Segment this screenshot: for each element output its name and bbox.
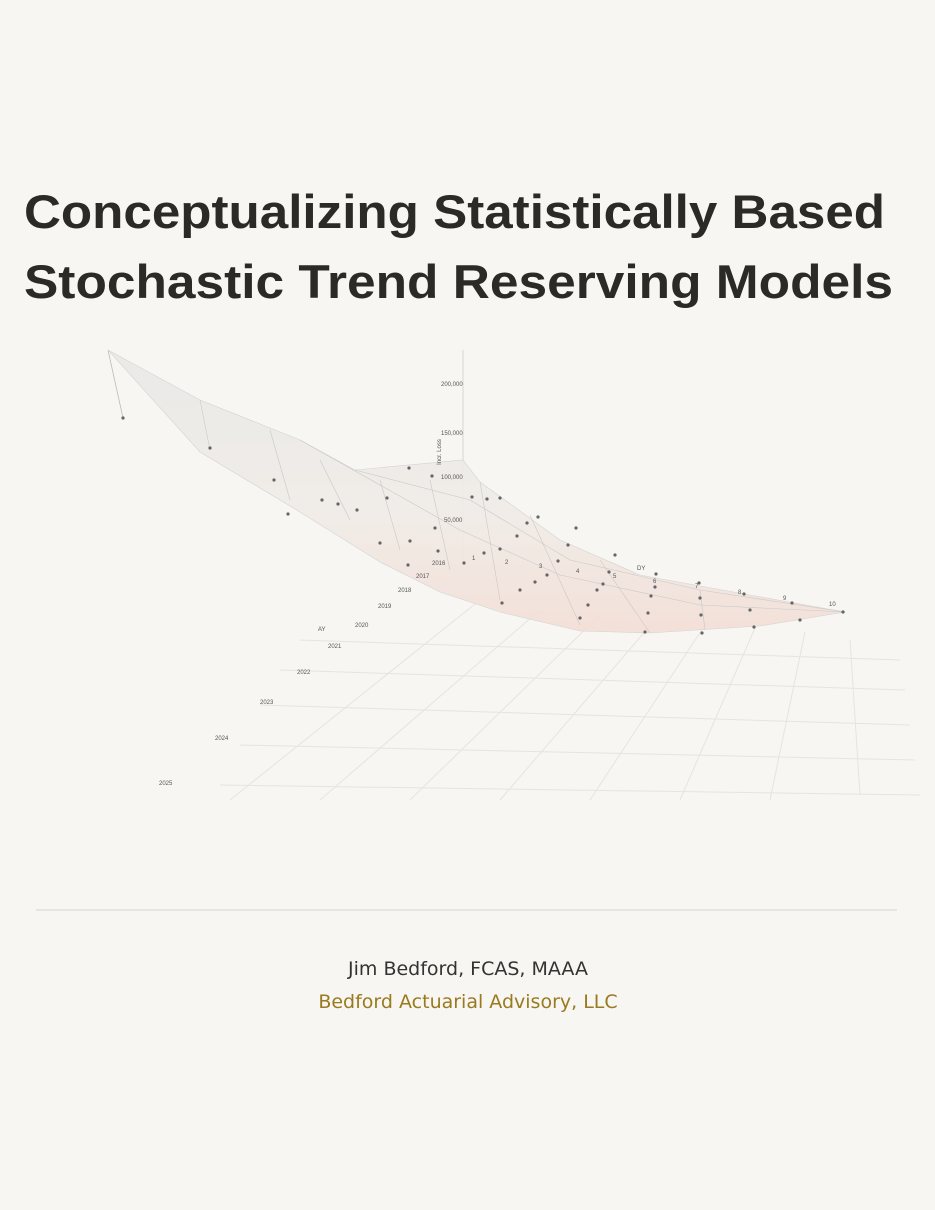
ay-tick-label: 2022 <box>297 670 311 676</box>
ay-tick-label: 2021 <box>328 644 342 650</box>
axis-labels: 200,000 150,000 100,000 50,000 2016 2017 2018 2… <box>159 382 836 787</box>
ay-axis-title: AY <box>318 627 326 633</box>
author-affiliation: Bedford Actuarial Advisory, LLC <box>318 991 617 1013</box>
author-name: Jim Bedford, FCAS, MAAA <box>347 958 588 980</box>
dy-tick-label: 6 <box>653 579 657 585</box>
z-tick-label: 150,000 <box>441 431 463 437</box>
dy-tick-label: 4 <box>576 569 580 575</box>
z-axis-title: Incr. Loss <box>437 439 443 465</box>
ay-tick-label: 2019 <box>378 604 392 610</box>
ay-tick-label: 2025 <box>159 781 173 787</box>
dy-tick-label: 3 <box>539 564 543 570</box>
dy-tick-label: 1 <box>472 556 476 562</box>
ay-tick-label: 2018 <box>398 588 412 594</box>
surface <box>107 349 846 634</box>
surface-mesh <box>199 399 846 634</box>
ay-tick-label: 2023 <box>260 700 274 706</box>
dy-tick-label: 9 <box>783 596 787 602</box>
z-tick-label: 100,000 <box>441 475 463 481</box>
ay-tick-label: 2020 <box>355 623 369 629</box>
dy-tick-label: 2 <box>505 560 509 566</box>
ay-tick-label: 2017 <box>416 574 430 580</box>
dy-tick-label: 5 <box>613 574 617 580</box>
dy-axis-title: DY <box>637 566 645 572</box>
drop-line <box>107 349 124 419</box>
data-points <box>121 416 845 635</box>
title-line: Stochastic Trend Reserving Models <box>24 255 893 308</box>
dy-tick-label: 7 <box>695 584 699 590</box>
dy-tick-label: 10 <box>829 602 836 608</box>
dy-tick-label: 8 <box>738 590 742 596</box>
floor-grid <box>219 599 921 801</box>
z-tick-label: 200,000 <box>441 382 463 388</box>
ay-tick-label: 2024 <box>215 736 229 742</box>
ay-tick-label: 2016 <box>432 561 446 567</box>
title-line: Conceptualizing Statistically Based <box>24 185 885 238</box>
z-tick-label: 50,000 <box>444 518 463 524</box>
